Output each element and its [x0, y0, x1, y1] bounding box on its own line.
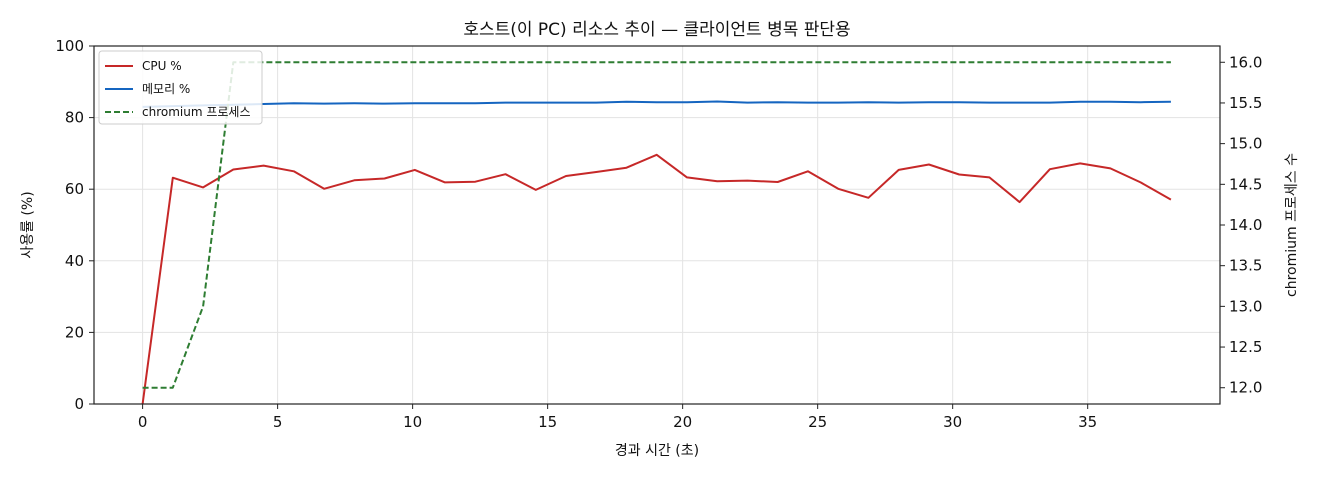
- y-axis-left: 0 20 40 60 80 100: [55, 37, 94, 413]
- series-line-1: [142, 100, 1171, 108]
- y-tick-label: 40: [65, 252, 84, 270]
- x-tick-label: 20: [673, 413, 692, 431]
- legend-box: [98, 50, 263, 125]
- y2-tick-label: 14.5: [1229, 175, 1262, 193]
- x-tick-label: 30: [943, 413, 962, 431]
- y2-tick-label: 12.0: [1229, 379, 1262, 397]
- y-axis-label: 사용률 (%): [20, 191, 36, 258]
- y-tick-label: 100: [55, 37, 84, 55]
- y2-axis-label: chromium 프로세스 수: [1284, 153, 1300, 297]
- y2-tick-label: 13.5: [1229, 257, 1262, 275]
- x-tick-label: 15: [538, 413, 557, 431]
- x-tick-label: 25: [808, 413, 827, 431]
- x-tick-label: 0: [138, 413, 148, 431]
- y2-tick-label: 14.0: [1229, 216, 1262, 234]
- x-tick-label: 10: [403, 413, 422, 431]
- y-tick-label: 20: [65, 323, 84, 341]
- y-tick-label: 60: [65, 180, 84, 198]
- y-tick-label: 80: [65, 109, 84, 127]
- x-axis: 0 5 10 15 20 25 30 35: [138, 404, 1097, 431]
- series-lines: [141, 61, 1172, 405]
- y2-tick-label: 15.0: [1229, 135, 1262, 153]
- y2-tick-label: 16.0: [1229, 53, 1262, 71]
- x-tick-label: 35: [1078, 413, 1097, 431]
- series-line-0: [141, 153, 1172, 405]
- y-axis-right: 12.0 12.5 13.0 13.5 14.0 14.5 15.0 15.5 16.0: [1220, 53, 1262, 397]
- x-tick-label: 5: [273, 413, 283, 431]
- chart-title: 호스트(이 PC) 리소스 추이 — 클라이언트 병목 판단용: [463, 20, 850, 40]
- y-tick-label: 0: [74, 395, 84, 413]
- legend-label-1: 메모리 %: [142, 82, 190, 96]
- y2-tick-label: 12.5: [1229, 338, 1262, 356]
- legend-label-2: chromium 프로세스: [142, 105, 251, 119]
- y2-tick-label: 13.0: [1229, 297, 1262, 315]
- y2-tick-label: 15.5: [1229, 94, 1262, 112]
- series-line-2: [142, 61, 1171, 389]
- x-axis-label: 경과 시간 (초): [615, 443, 699, 459]
- legend-label-0: CPU %: [142, 59, 182, 73]
- grid: [94, 45, 1220, 405]
- legend: CPU % 메모리 % chromium 프로세스: [98, 50, 263, 125]
- plot-frame: [93, 45, 1221, 405]
